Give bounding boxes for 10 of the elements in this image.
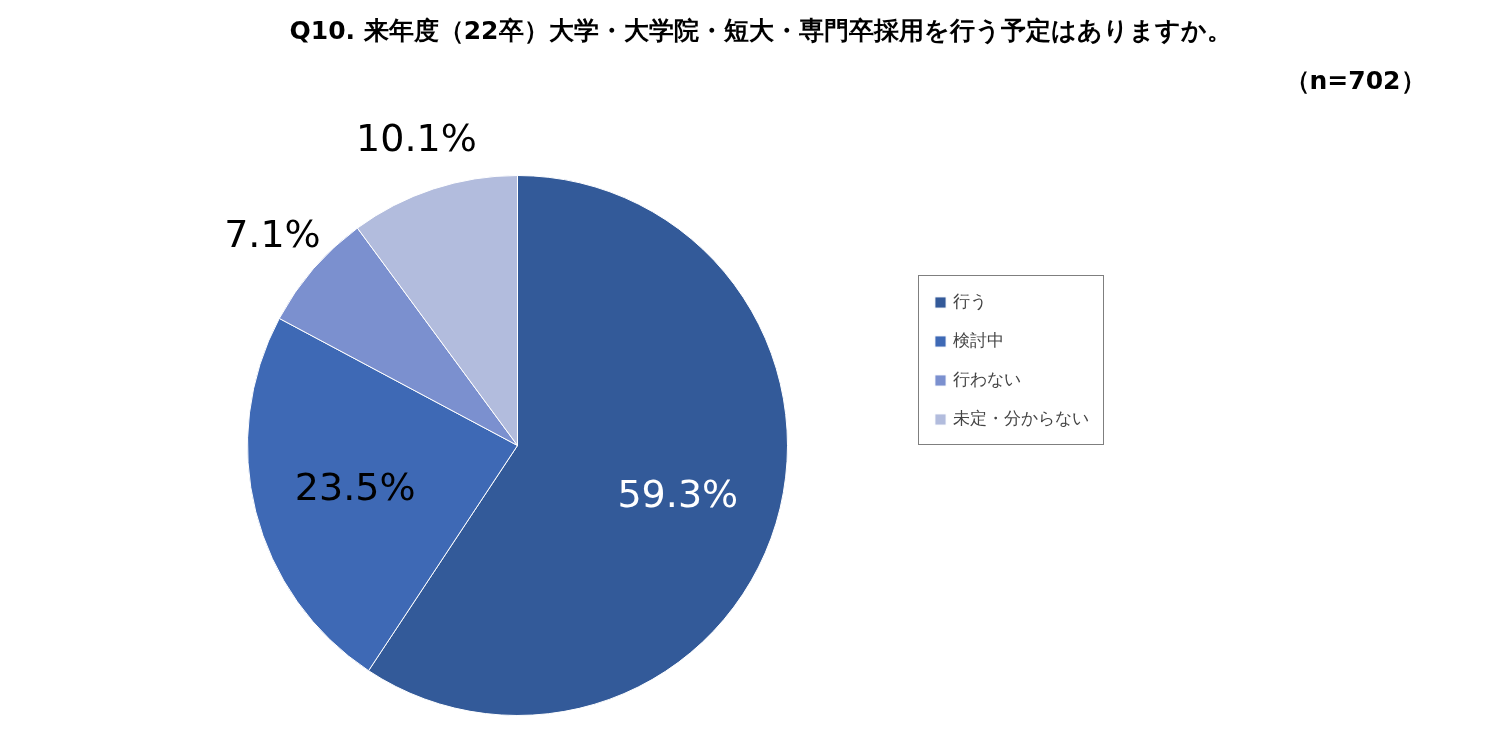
text: （n=702） <box>1284 66 1426 95</box>
legend-label: 行わない <box>953 368 1021 391</box>
legend-label: 検討中 <box>953 329 1004 352</box>
legend-label: 未定・分からない <box>953 407 1089 430</box>
data-label: 59.3% <box>617 471 739 516</box>
data-label: 7.1% <box>224 211 321 256</box>
legend-label: 行う <box>953 290 987 313</box>
data-label: 10.1% <box>356 115 477 160</box>
data-label: 23.5% <box>294 464 416 509</box>
chart-title: Q10. 来年度（22卒）大学・大学院・短大・専門卒採用を行う予定はありますか。 <box>289 16 1232 45</box>
